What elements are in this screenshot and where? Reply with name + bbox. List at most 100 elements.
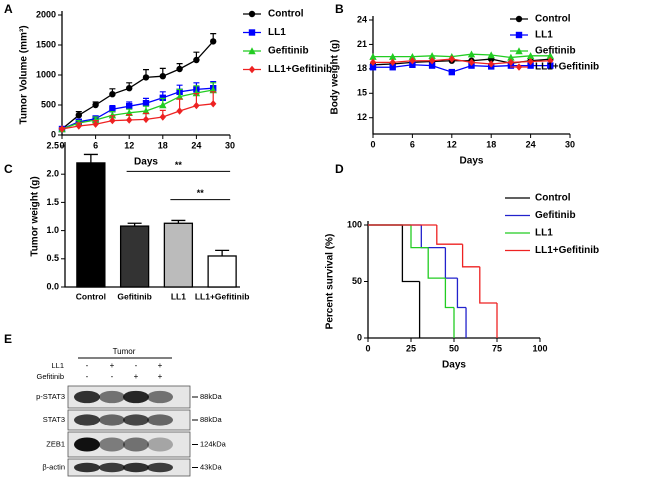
marker (92, 101, 99, 109)
marker (448, 55, 455, 63)
marker (192, 89, 201, 97)
y-tick-label: 1.5 (46, 197, 59, 207)
marker (75, 122, 82, 130)
panel-label: E (4, 332, 12, 346)
y-tick-label: 2.5 (46, 140, 59, 150)
protein-label: ZEB1 (46, 439, 65, 448)
legend-label: Gefitinib (535, 210, 576, 221)
treatment-sign: - (86, 372, 89, 381)
marker (248, 65, 256, 74)
marker (248, 47, 256, 55)
bar (207, 255, 237, 288)
significance-label: ** (175, 160, 183, 170)
blot-band (147, 437, 173, 452)
y-tick-label: 1500 (36, 39, 56, 49)
marker (448, 68, 455, 76)
series (369, 55, 554, 68)
step-segment (456, 278, 467, 309)
marker (527, 62, 534, 69)
series (368, 224, 498, 338)
marker (515, 15, 523, 23)
step-segment (410, 225, 429, 249)
marker (409, 57, 416, 65)
step-segment (461, 244, 480, 268)
y-tick-label: 1.0 (46, 225, 59, 235)
protein-label: β-actin (42, 462, 65, 471)
treatment-label: Gefitinib (36, 372, 64, 381)
significance-label: ** (197, 188, 205, 198)
marker (159, 101, 167, 109)
x-tick-label: 0 (59, 140, 64, 150)
y-tick-label: 0.0 (46, 281, 59, 291)
x-tick-label: 18 (158, 140, 168, 150)
marker (488, 60, 495, 68)
marker (527, 57, 534, 66)
x-tick-label: 0 (370, 139, 375, 149)
y-tick-label: 18 (357, 63, 367, 73)
size-label: 43kDa (200, 462, 223, 471)
marker (92, 120, 99, 128)
blot-band (99, 414, 125, 426)
step-segment (444, 278, 454, 309)
marker (109, 116, 116, 125)
legend-label: Control (268, 9, 304, 20)
marker (210, 38, 217, 45)
series (58, 82, 217, 133)
marker (515, 31, 523, 39)
marker (428, 52, 436, 60)
panel-label: D (335, 162, 344, 176)
blot-band (123, 462, 149, 473)
blot-band (147, 462, 173, 473)
size-label: 88kDa (200, 415, 223, 424)
treatment-sign: + (110, 361, 115, 370)
blot-band (74, 414, 100, 426)
blot-band (147, 390, 173, 404)
blot-band (123, 437, 149, 452)
treatment-sign: - (86, 361, 89, 370)
y-tick-label: 0 (357, 332, 362, 342)
series (369, 50, 554, 61)
marker (369, 52, 377, 60)
marker (159, 73, 166, 80)
x-tick-label: 12 (124, 140, 134, 150)
x-tick-label: 6 (410, 139, 415, 149)
marker (142, 115, 150, 124)
marker (389, 52, 397, 60)
legend-label: LL1+Gefitinib (535, 245, 599, 256)
x-axis-label: Days (134, 157, 158, 168)
line (61, 87, 214, 130)
marker (142, 74, 150, 81)
x-tick-label: 30 (565, 139, 575, 149)
x-tick-label: 6 (93, 140, 98, 150)
blot-band (74, 390, 100, 404)
x-tick-label: LL1+Gefitinib (195, 291, 250, 301)
y-tick-label: 2.0 (46, 169, 59, 179)
blot-band (74, 437, 100, 452)
legend-label: Gefitinib (268, 46, 309, 57)
step-segment (436, 225, 463, 245)
marker (176, 65, 183, 73)
y-tick-label: 100 (347, 219, 362, 229)
blot-band (99, 437, 125, 452)
line (373, 64, 551, 73)
x-tick-label: Control (76, 291, 106, 301)
x-tick-label: 25 (406, 343, 416, 353)
x-tick-label: Gefitinib (117, 291, 151, 301)
y-tick-label: 15 (357, 88, 367, 98)
marker (58, 125, 66, 133)
marker (109, 106, 116, 113)
y-axis-label: Body weight (g) (330, 40, 341, 115)
x-tick-label: 75 (492, 343, 502, 353)
marker (389, 58, 396, 67)
marker (142, 100, 150, 107)
treatment-sign: + (134, 372, 139, 381)
marker (159, 113, 166, 121)
panel-label: A (4, 2, 13, 16)
series (58, 91, 217, 133)
y-tick-label: 21 (357, 39, 367, 49)
marker (109, 91, 116, 98)
marker (369, 58, 377, 67)
y-tick-label: 1000 (36, 69, 56, 79)
y-tick-label: 24 (357, 14, 367, 24)
marker (210, 100, 217, 108)
